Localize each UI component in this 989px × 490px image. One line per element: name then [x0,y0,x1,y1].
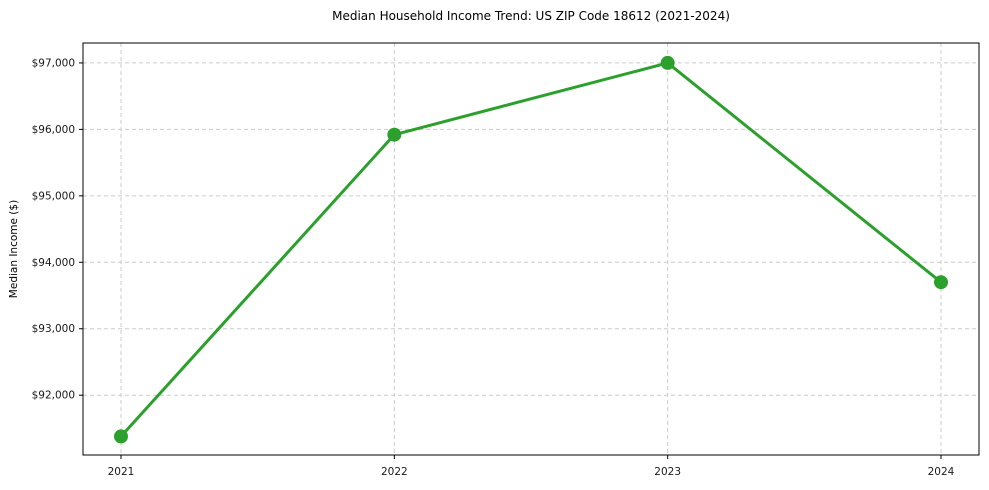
x-tick-label: 2024 [928,466,955,478]
x-tick-label: 2023 [654,466,681,478]
y-tick-label: $93,000 [32,323,75,335]
y-tick-label: $94,000 [32,257,75,269]
x-tick-label: 2021 [108,466,135,478]
chart-title: Median Household Income Trend: US ZIP Co… [332,9,730,23]
y-tick-label: $92,000 [32,390,75,402]
plot-border [82,42,980,456]
data-point [934,275,948,290]
y-tick-label: $95,000 [32,190,75,202]
data-point [660,55,675,70]
data-point [114,429,128,444]
trend-line [119,61,943,438]
y-tick-label: $96,000 [32,124,75,136]
y-tick-label: $97,000 [32,57,75,69]
data-point [387,127,402,142]
x-tick-label: 2022 [381,466,408,478]
